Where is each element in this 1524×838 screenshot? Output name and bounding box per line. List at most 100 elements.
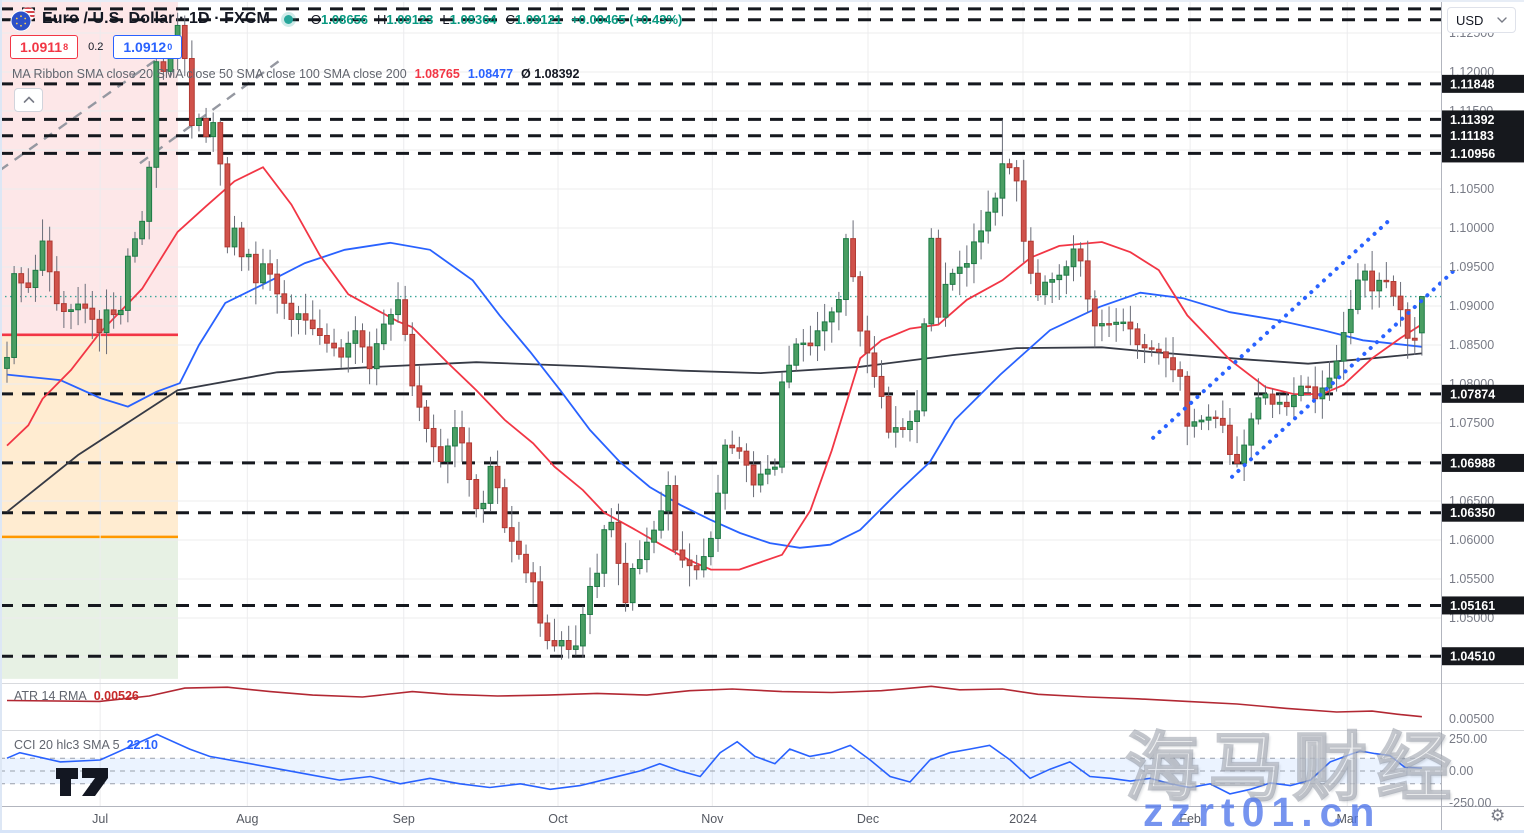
open-label: O xyxy=(310,11,322,27)
tradingview-logo[interactable] xyxy=(52,764,132,805)
collapse-legend-button[interactable] xyxy=(14,88,43,112)
atr-indicator-legend[interactable]: ATR 14 RMA 0.00526 xyxy=(14,689,139,703)
candlestick-series[interactable] xyxy=(4,12,1425,660)
time-axis-label-Oct: Oct xyxy=(548,812,568,826)
ma-ribbon-legend[interactable]: MA Ribbon SMA close 20 SMA close 50 SMA … xyxy=(12,67,579,81)
atr-axis-tick: 0.00500 xyxy=(1449,712,1494,726)
chevron-down-icon xyxy=(1497,17,1507,23)
settings-gear-icon[interactable]: ⚙ xyxy=(1490,806,1506,825)
market-status-dot[interactable] xyxy=(283,14,293,24)
ma-ribbon-value-2: 1.08477 xyxy=(467,67,514,81)
level-price-label-text: 1.06350 xyxy=(1450,506,1495,520)
level-price-label-text: 1.11183 xyxy=(1450,129,1494,143)
ma-ribbon-avg-value: 1.08392 xyxy=(534,67,580,81)
level-price-label-text: 1.05161 xyxy=(1450,599,1495,613)
time-axis-label-Mar: Mar xyxy=(1336,812,1358,826)
level-price-label xyxy=(1442,453,1524,472)
level-price-label xyxy=(1442,74,1524,93)
time-axis-label-Jul: Jul xyxy=(92,812,108,826)
level-price-label xyxy=(1442,110,1524,129)
high-label: H xyxy=(377,11,387,27)
cci-pane[interactable] xyxy=(0,733,1441,795)
level-price-label xyxy=(1442,384,1524,403)
level-price-label xyxy=(1442,503,1524,522)
price-tick: 1.08500 xyxy=(1449,338,1494,352)
chevron-up-icon xyxy=(23,96,34,103)
close-label: C xyxy=(505,11,516,27)
price-axis[interactable]: 1.125001.120001.115001.105001.100001.095… xyxy=(1442,26,1524,810)
level-price-label-text: 1.11392 xyxy=(1450,113,1495,127)
price-tick: 1.07500 xyxy=(1449,416,1494,430)
level-price-label-text: 1.04510 xyxy=(1450,650,1495,664)
bid-price: 1.0911 xyxy=(20,39,63,55)
cci-axis-tick: -250.00 xyxy=(1449,796,1491,810)
spread-value: 0.2 xyxy=(88,41,104,53)
cci-label: CCI 20 hlc3 SMA 5 xyxy=(14,738,120,752)
window-edge-top xyxy=(0,0,1524,2)
bid-ask-widget: 1.0911 8 0.2 1.0912 0 xyxy=(10,35,183,59)
cci-line xyxy=(6,733,1422,795)
bid-price-pip: 8 xyxy=(63,42,69,52)
atr-value: 0.00526 xyxy=(93,689,139,703)
symbol-header: Euro / U.S. Dollar · 1D · FXCM O1.08656 … xyxy=(10,6,682,32)
time-axis-label-Nov: Nov xyxy=(701,812,724,826)
time-axis[interactable]: Jul Aug Sep Oct Nov Dec 2024 Feb Mar xyxy=(92,812,1358,826)
currency-unit-value: USD xyxy=(1456,12,1484,28)
price-tick: 1.09500 xyxy=(1449,260,1494,274)
time-axis-label-Aug: Aug xyxy=(236,812,258,826)
time-axis-label-2024: 2024 xyxy=(1009,812,1037,826)
ask-price: 1.0912 xyxy=(123,39,167,55)
level-price-label-text: 1.11848 xyxy=(1450,77,1495,91)
ask-price-pip: 0 xyxy=(167,42,173,52)
time-axis-label-Feb: Feb xyxy=(1179,812,1201,826)
sell-button[interactable]: 1.0911 8 xyxy=(10,35,79,59)
symbol-title[interactable]: Euro / U.S. Dollar · 1D · FXCM xyxy=(42,10,270,27)
price-tick: 1.06000 xyxy=(1449,533,1494,547)
sma200-line[interactable] xyxy=(6,346,1422,513)
close-value: 1.09121 xyxy=(515,11,563,27)
price-tick: 1.10500 xyxy=(1449,182,1494,196)
ma-ribbon-label: MA Ribbon SMA close 20 SMA close 50 SMA … xyxy=(12,67,407,81)
level-price-label xyxy=(1442,126,1524,145)
price-tick: 1.05000 xyxy=(1449,611,1494,625)
window-edge-left xyxy=(0,0,2,833)
high-value: 1.09123 xyxy=(386,11,434,27)
price-tick: 1.05500 xyxy=(1449,572,1494,586)
price-tick: 1.10000 xyxy=(1449,221,1494,235)
cci-indicator-legend[interactable]: CCI 20 hlc3 SMA 5 22.10 xyxy=(14,738,158,752)
sma50-line[interactable] xyxy=(6,241,1422,549)
level-price-label xyxy=(1442,647,1524,666)
eurusd-pair-flag-icon xyxy=(10,6,36,32)
buy-button[interactable]: 1.0912 0 xyxy=(113,35,183,59)
level-price-label-text: 1.07874 xyxy=(1450,387,1495,401)
atr-pane[interactable] xyxy=(6,685,1422,718)
atr-label: ATR 14 RMA xyxy=(14,689,87,703)
change-value: +0.00465 (+0.43%) xyxy=(571,11,683,27)
level-price-label-text: 1.06988 xyxy=(1450,456,1495,470)
trend-diagonals[interactable] xyxy=(0,49,281,172)
currency-unit-dropdown[interactable]: USD xyxy=(1447,7,1516,33)
open-value: 1.08656 xyxy=(321,11,369,27)
ma-ribbon-value-1: 1.08765 xyxy=(414,67,460,81)
low-value: 1.08364 xyxy=(449,11,497,27)
cci-axis-tick: 250.00 xyxy=(1449,732,1487,746)
level-price-label-text: 1.10956 xyxy=(1450,147,1495,161)
window-edge-bottom xyxy=(0,830,1524,833)
level-price-label xyxy=(1442,144,1524,163)
time-axis-label-Sep: Sep xyxy=(393,812,415,826)
low-label: L xyxy=(442,11,450,27)
atr-line xyxy=(6,685,1422,718)
price-tick: 1.09000 xyxy=(1449,299,1494,313)
cci-value: 22.10 xyxy=(126,738,158,752)
grid-lines xyxy=(0,2,1441,806)
dotted-trend-channel[interactable] xyxy=(1151,215,1458,479)
zone-neutral xyxy=(0,334,178,537)
time-axis-label-Dec: Dec xyxy=(857,812,879,826)
support-resistance-lines[interactable] xyxy=(0,7,1441,658)
level-price-label xyxy=(1442,596,1524,615)
ohlc-values: O1.08656 H1.09123 L1.08364 C1.09121 +0.0… xyxy=(311,12,682,27)
